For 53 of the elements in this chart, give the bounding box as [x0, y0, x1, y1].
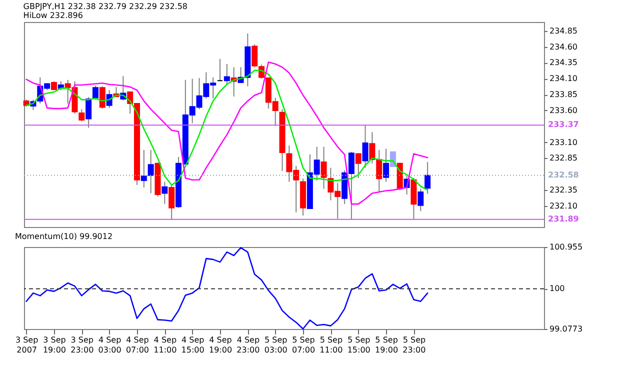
y-tick-label: 233.85	[550, 90, 578, 100]
candlestick	[362, 124, 368, 168]
x-tick-label: 4 Sep 11:00	[154, 336, 177, 354]
candlestick	[348, 151, 354, 220]
x-tick-label: 3 Sep 2007	[15, 336, 38, 354]
y-tick-label: 232.35	[550, 186, 578, 195]
x-tick-label: 5 Sep 07:00	[292, 336, 316, 354]
candlestick	[383, 148, 390, 182]
y-tick-label: 99.0773	[550, 324, 583, 334]
candlestick	[418, 188, 424, 212]
x-tick-label: 3 Sep 19:00	[42, 336, 66, 354]
y-tick-label: 233.60	[550, 106, 578, 115]
candlestick	[106, 90, 112, 108]
x-tick-label: 4 Sep 19:00	[208, 336, 232, 354]
y-tick-label: 234.10	[550, 74, 578, 84]
x-tick-label: 4 Sep 07:00	[126, 336, 150, 354]
x-tick-label: 5 Sep 23:00	[402, 336, 426, 354]
line-series	[26, 70, 428, 191]
x-tick-label: 3 Sep 23:00	[70, 336, 94, 354]
ref-line-label: 232.58	[548, 170, 580, 180]
x-tick-label: 5 Sep 03:00	[264, 336, 288, 354]
candlestick	[78, 108, 85, 122]
y-tick-label: 232.85	[550, 154, 578, 163]
y-tick-label: 233.10	[550, 138, 578, 147]
candlestick	[92, 85, 98, 100]
candlestick	[224, 64, 230, 85]
x-tick-label: 5 Sep 15:00	[347, 336, 370, 354]
x-tick-label: 4 Sep 03:00	[98, 336, 122, 354]
ref-line-label: 231.89	[548, 214, 580, 224]
line-series	[26, 247, 428, 330]
chart-title: GBPJPY,H1 232.38 232.79 232.29 232.58	[23, 2, 188, 11]
y-tick-label: 234.60	[550, 42, 578, 52]
candlestick	[86, 96, 92, 128]
x-tick-label: 4 Sep 15:00	[181, 336, 204, 354]
y-tick-label: 100	[550, 284, 565, 294]
chart-title: Momentum(10) 99.9012	[14, 232, 113, 241]
chart-subtitle: HiLow 232.896	[23, 11, 83, 20]
candlestick	[162, 181, 168, 205]
y-tick-label: 234.35	[550, 58, 578, 68]
candlestick	[355, 152, 362, 178]
line-series	[26, 61, 428, 205]
candlestick	[424, 162, 431, 194]
candlestick	[217, 58, 224, 82]
y-tick-label: 234.85	[550, 26, 578, 36]
x-tick-label: 5 Sep 11:00	[320, 336, 343, 354]
x-tick-label: 5 Sep 19:00	[375, 336, 398, 354]
y-tick-label: 232.10	[550, 201, 578, 210]
x-tick-label: 4 Sep 23:00	[236, 336, 260, 354]
candlestick	[99, 86, 106, 110]
candlestick	[168, 184, 175, 220]
candlestick	[320, 146, 327, 190]
y-tick-label: 100.955	[550, 242, 583, 252]
ref-line-label: 233.37	[548, 120, 579, 130]
